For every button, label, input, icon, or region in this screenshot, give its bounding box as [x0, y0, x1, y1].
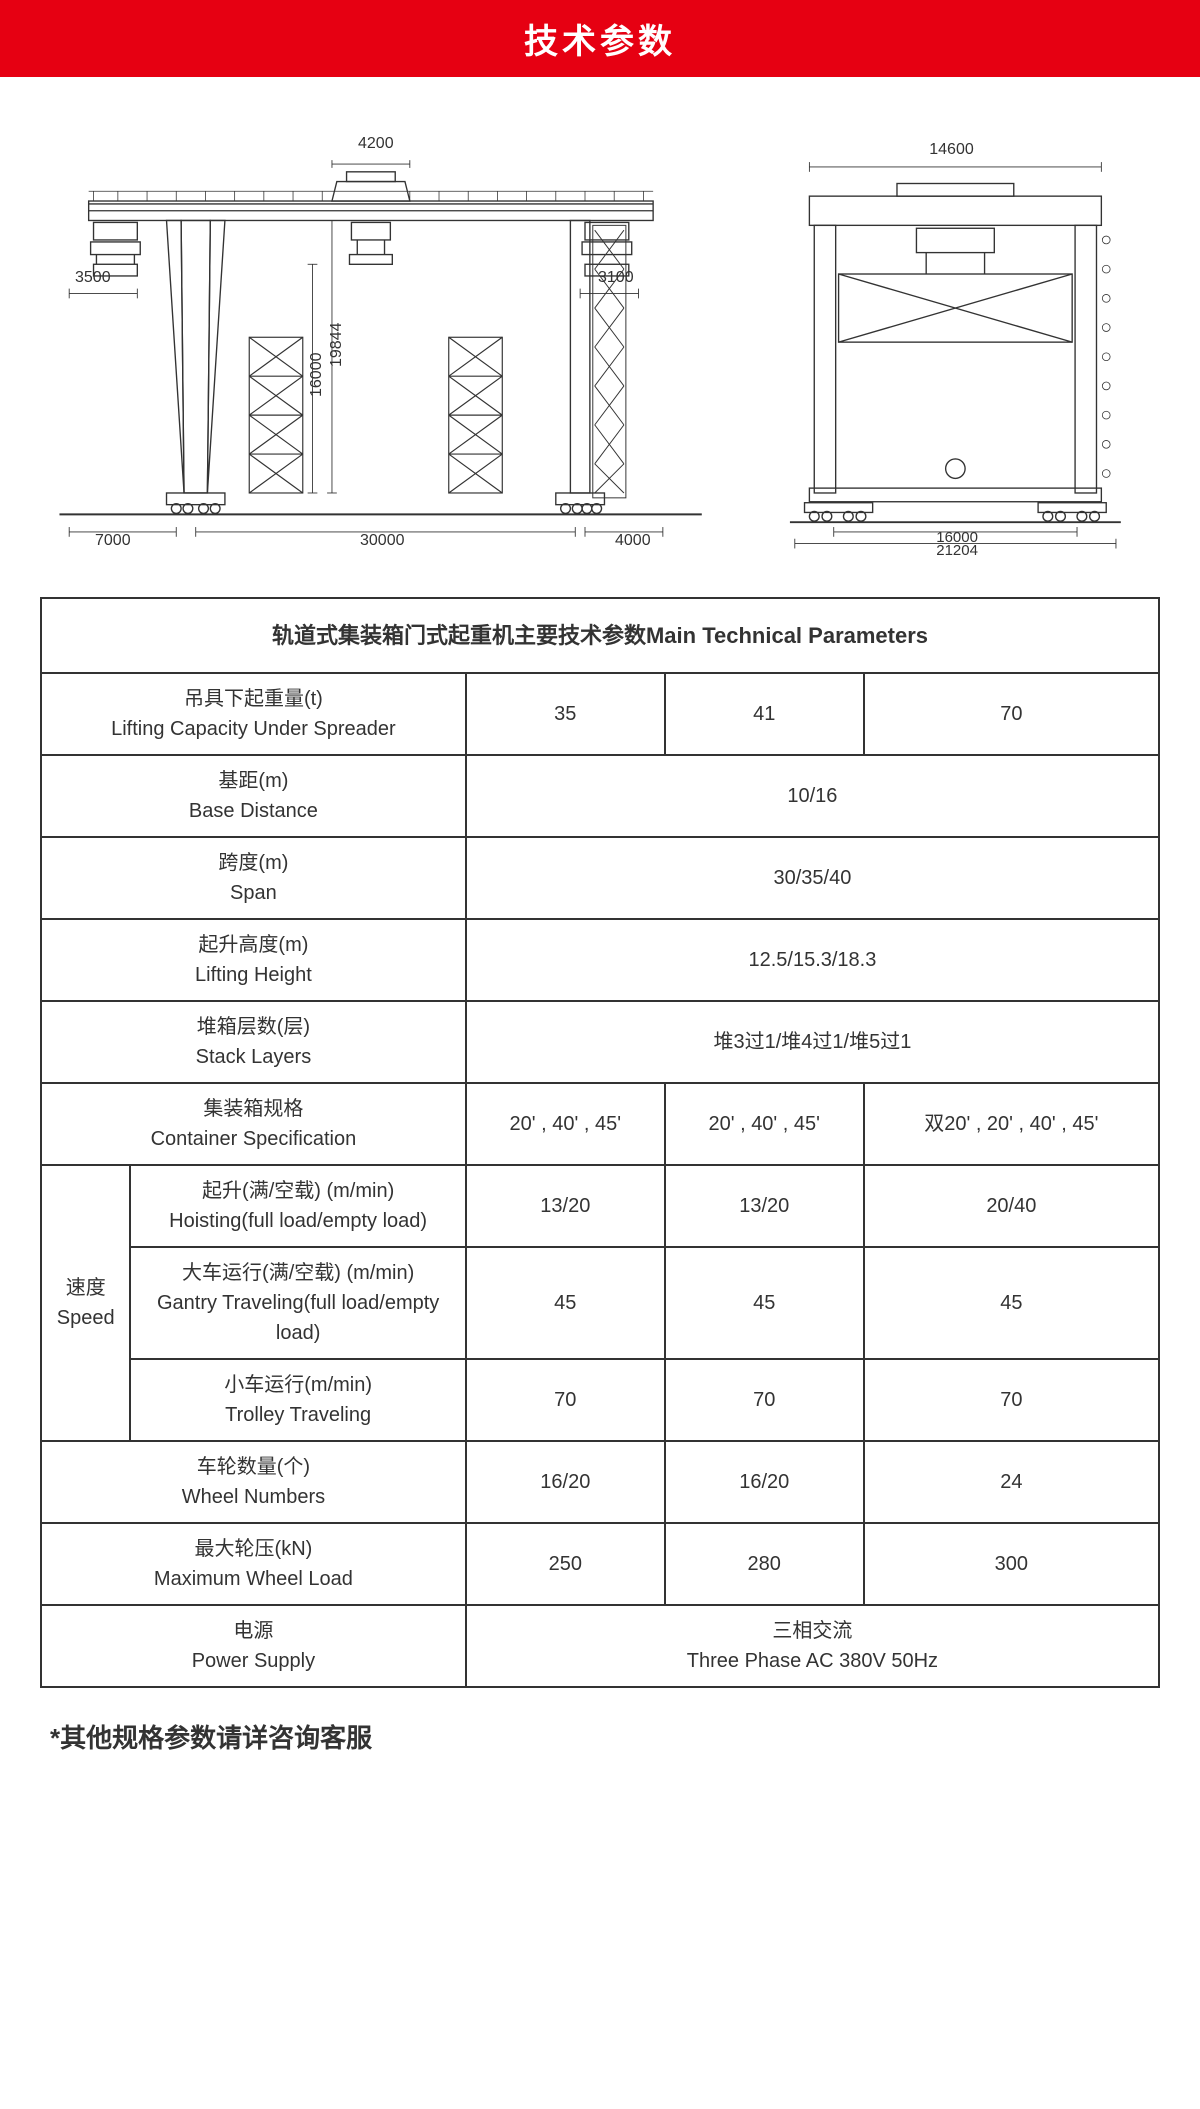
label-lifting-height: 起升高度(m) Lifting Height — [41, 919, 466, 1001]
spec-table-container: 轨道式集装箱门式起重机主要技术参数Main Technical Paramete… — [40, 597, 1160, 1688]
row-wheel-numbers: 车轮数量(个) Wheel Numbers 16/20 16/20 24 — [41, 1441, 1159, 1523]
dim-cantilever-left: 3500 — [75, 269, 111, 287]
label-en: Gantry Traveling(full load/empty load) — [157, 1292, 439, 1344]
val-span: 30/35/40 — [466, 837, 1159, 919]
val-base-distance: 10/16 — [466, 755, 1159, 837]
dim-base-left: 7000 — [95, 532, 131, 550]
val-cs-2: 20' , 40' , 45' — [665, 1083, 864, 1165]
label-en: Speed — [57, 1307, 115, 1329]
label-gantry: 大车运行(满/空载) (m/min) Gantry Traveling(full… — [130, 1247, 465, 1359]
label-hoisting: 起升(满/空载) (m/min) Hoisting(full load/empt… — [130, 1165, 465, 1247]
dim-height-total: 19844 — [328, 323, 346, 368]
table-title-row: 轨道式集装箱门式起重机主要技术参数Main Technical Paramete… — [41, 598, 1159, 673]
dim-base-right: 4000 — [615, 532, 651, 550]
val-gantry-2: 45 — [665, 1247, 864, 1359]
label-cn: 电源 — [233, 1620, 273, 1642]
label-cn: 起升高度(m) — [198, 934, 308, 956]
dim-cantilever-right: 3100 — [598, 269, 634, 287]
row-base-distance: 基距(m) Base Distance 10/16 — [41, 755, 1159, 837]
diagram-side-view: 14600 16000 21204 — [751, 137, 1160, 557]
label-en: Lifting Capacity Under Spreader — [111, 718, 396, 740]
label-en: Trolley Traveling — [225, 1404, 371, 1426]
val-wn-3: 24 — [864, 1441, 1159, 1523]
label-en: Container Specification — [151, 1128, 357, 1150]
dim-side-total: 21204 — [936, 542, 978, 559]
spec-table: 轨道式集装箱门式起重机主要技术参数Main Technical Paramete… — [40, 597, 1160, 1688]
row-lifting-height: 起升高度(m) Lifting Height 12.5/15.3/18.3 — [41, 919, 1159, 1001]
label-cn: 跨度(m) — [218, 852, 288, 874]
label-en: Span — [230, 882, 277, 904]
header-banner: 技术参数 — [0, 0, 1200, 77]
val-lc-1: 35 — [466, 673, 665, 755]
label-cn: 集装箱规格 — [203, 1098, 303, 1120]
val-gantry-1: 45 — [466, 1247, 665, 1359]
diagram-area: 4200 3500 3100 19844 16000 7000 30000 40… — [40, 137, 1160, 557]
row-gantry: 大车运行(满/空载) (m/min) Gantry Traveling(full… — [41, 1247, 1159, 1359]
val-trolley-3: 70 — [864, 1359, 1159, 1441]
header-title: 技术参数 — [524, 23, 676, 61]
val-mwl-3: 300 — [864, 1523, 1159, 1605]
label-cn: 吊具下起重量(t) — [184, 688, 323, 710]
val-lifting-height: 12.5/15.3/18.3 — [466, 919, 1159, 1001]
label-cn: 速度 — [66, 1277, 106, 1299]
row-trolley: 小车运行(m/min) Trolley Traveling 70 70 70 — [41, 1359, 1159, 1441]
row-stack-layers: 堆箱层数(层) Stack Layers 堆3过1/堆4过1/堆5过1 — [41, 1001, 1159, 1083]
label-cn: 小车运行(m/min) — [224, 1374, 372, 1396]
label-wheel-numbers: 车轮数量(个) Wheel Numbers — [41, 1441, 466, 1523]
val-wn-2: 16/20 — [665, 1441, 864, 1523]
row-hoisting: 速度 Speed 起升(满/空载) (m/min) Hoisting(full … — [41, 1165, 1159, 1247]
val-hoist-2: 13/20 — [665, 1165, 864, 1247]
label-cn: 最大轮压(kN) — [195, 1538, 313, 1560]
row-lifting-capacity: 吊具下起重量(t) Lifting Capacity Under Spreade… — [41, 673, 1159, 755]
val-lc-3: 70 — [864, 673, 1159, 755]
row-max-wheel-load: 最大轮压(kN) Maximum Wheel Load 250 280 300 — [41, 1523, 1159, 1605]
val-mwl-1: 250 — [466, 1523, 665, 1605]
dim-span: 30000 — [360, 532, 405, 550]
val-mwl-2: 280 — [665, 1523, 864, 1605]
val-hoist-3: 20/40 — [864, 1165, 1159, 1247]
label-power-supply: 电源 Power Supply — [41, 1605, 466, 1687]
label-speed-group: 速度 Speed — [41, 1165, 130, 1441]
val-cn: 三相交流 — [772, 1620, 852, 1642]
dim-trolley-width: 4200 — [358, 135, 394, 153]
val-hoist-1: 13/20 — [466, 1165, 665, 1247]
val-power-supply: 三相交流 Three Phase AC 380V 50Hz — [466, 1605, 1159, 1687]
label-trolley: 小车运行(m/min) Trolley Traveling — [130, 1359, 465, 1441]
val-cs-1: 20' , 40' , 45' — [466, 1083, 665, 1165]
val-stack-layers: 堆3过1/堆4过1/堆5过1 — [466, 1001, 1159, 1083]
val-trolley-2: 70 — [665, 1359, 864, 1441]
diagram-front-view: 4200 3500 3100 19844 16000 7000 30000 40… — [40, 137, 721, 557]
label-en: Stack Layers — [196, 1046, 312, 1068]
label-max-wheel-load: 最大轮压(kN) Maximum Wheel Load — [41, 1523, 466, 1605]
label-container-spec: 集装箱规格 Container Specification — [41, 1083, 466, 1165]
val-lc-2: 41 — [665, 673, 864, 755]
label-stack-layers: 堆箱层数(层) Stack Layers — [41, 1001, 466, 1083]
row-container-spec: 集装箱规格 Container Specification 20' , 40' … — [41, 1083, 1159, 1165]
label-cn: 车轮数量(个) — [197, 1456, 310, 1478]
val-trolley-1: 70 — [466, 1359, 665, 1441]
dim-height-lift: 16000 — [308, 353, 326, 398]
label-en: Hoisting(full load/empty load) — [169, 1210, 427, 1232]
label-en: Maximum Wheel Load — [154, 1568, 353, 1590]
table-title: 轨道式集装箱门式起重机主要技术参数Main Technical Paramete… — [41, 598, 1159, 673]
val-gantry-3: 45 — [864, 1247, 1159, 1359]
label-cn: 大车运行(满/空载) (m/min) — [182, 1262, 414, 1284]
label-cn: 基距(m) — [218, 770, 288, 792]
label-cn: 堆箱层数(层) — [197, 1016, 310, 1038]
footnote: *其他规格参数请详咨询客服 — [50, 1718, 1150, 1755]
label-lifting-capacity: 吊具下起重量(t) Lifting Capacity Under Spreade… — [41, 673, 466, 755]
val-wn-1: 16/20 — [466, 1441, 665, 1523]
label-span: 跨度(m) Span — [41, 837, 466, 919]
dim-side-top: 14600 — [929, 141, 974, 159]
label-en: Power Supply — [192, 1650, 315, 1672]
label-cn: 起升(满/空载) (m/min) — [202, 1180, 394, 1202]
val-cs-3: 双20' , 20' , 40' , 45' — [864, 1083, 1159, 1165]
label-en: Lifting Height — [195, 964, 312, 986]
row-span: 跨度(m) Span 30/35/40 — [41, 837, 1159, 919]
val-en: Three Phase AC 380V 50Hz — [687, 1650, 938, 1672]
row-power-supply: 电源 Power Supply 三相交流 Three Phase AC 380V… — [41, 1605, 1159, 1687]
label-en: Wheel Numbers — [182, 1486, 325, 1508]
label-en: Base Distance — [189, 800, 318, 822]
label-base-distance: 基距(m) Base Distance — [41, 755, 466, 837]
